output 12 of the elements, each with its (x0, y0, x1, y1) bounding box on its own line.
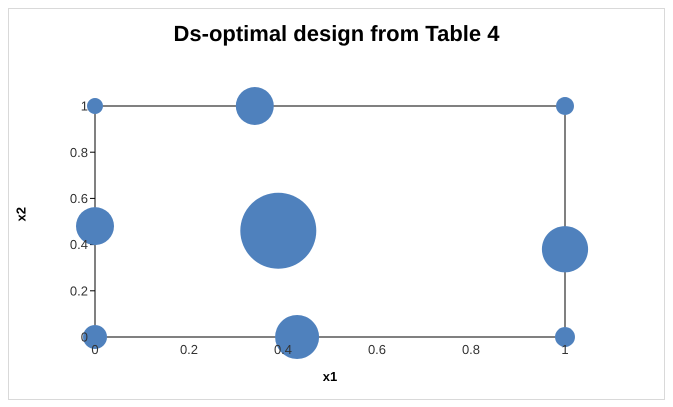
y-axis-title: x2 (14, 207, 29, 222)
y-tick-label: 0.6 (70, 191, 88, 206)
y-tick-label: 1 (80, 98, 88, 114)
x-axis-title: x1 (322, 369, 338, 384)
x-tick-label: 0.2 (180, 342, 198, 358)
x-tick-label: 0.6 (368, 342, 386, 358)
x-tick-label: 0.8 (462, 342, 480, 358)
chart-title: Ds-optimal design from Table 4 (172, 20, 500, 48)
y-tick-label: 0.4 (70, 237, 88, 252)
x-tick-label: 1 (561, 342, 569, 358)
y-tick-label: 0.8 (70, 144, 88, 160)
y-tick-label: 0.2 (70, 283, 88, 298)
